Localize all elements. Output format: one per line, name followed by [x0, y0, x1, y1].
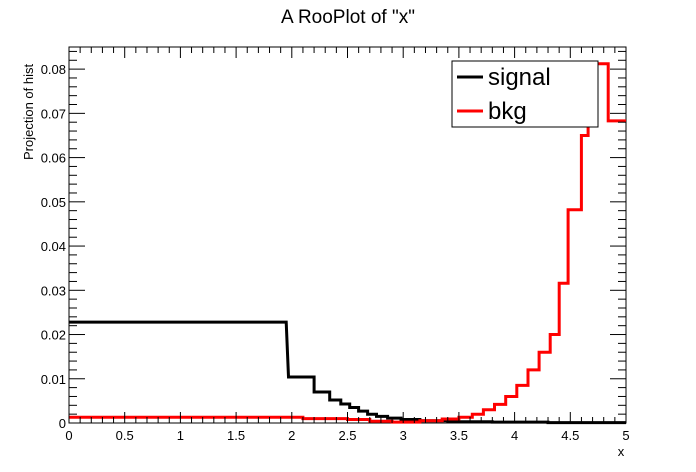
y-tick-label: 0.06 — [41, 151, 66, 166]
x-tick-label: 2 — [288, 428, 295, 443]
y-axis-title: Projection of hist — [21, 64, 36, 160]
y-tick-label: 0.05 — [41, 195, 66, 210]
y-tick-label: 0.03 — [41, 283, 66, 298]
tick-layer: 0 0.5 1 1.5 2 2.5 3 3.5 4 4.5 5 0 0.01 0.02 0.03 0.04 0.… — [41, 47, 630, 443]
x-axis-title: x — [618, 444, 625, 459]
y-tick-label: 0.02 — [41, 328, 66, 343]
x-tick-label: 0.5 — [116, 428, 134, 443]
x-tick-label: 0 — [65, 428, 72, 443]
x-tick-label: 1.5 — [227, 428, 245, 443]
series-line-signal — [69, 320, 626, 425]
y-tick-label: 0.07 — [41, 106, 66, 121]
legend-label-bkg: bkg — [488, 98, 527, 125]
legend-box — [451, 60, 599, 128]
legend-label-signal: signal — [488, 64, 551, 91]
y-tick-label: 0.04 — [41, 239, 66, 254]
x-tick-label: 1 — [177, 428, 184, 443]
x-tick-label: 3.5 — [450, 428, 468, 443]
x-tick-label: 4.5 — [561, 428, 579, 443]
legend: signal bkg — [451, 60, 599, 128]
y-tick-label: 0.01 — [41, 372, 66, 387]
y-tick-label: 0.08 — [41, 62, 66, 77]
x-tick-label: 4 — [511, 428, 518, 443]
x-tick-label: 5 — [622, 428, 629, 443]
x-tick-label: 2.5 — [338, 428, 356, 443]
y-tick-label: 0 — [59, 416, 66, 431]
x-tick-label: 3 — [400, 428, 407, 443]
chart-title: A RooPlot of "x" — [281, 7, 415, 28]
